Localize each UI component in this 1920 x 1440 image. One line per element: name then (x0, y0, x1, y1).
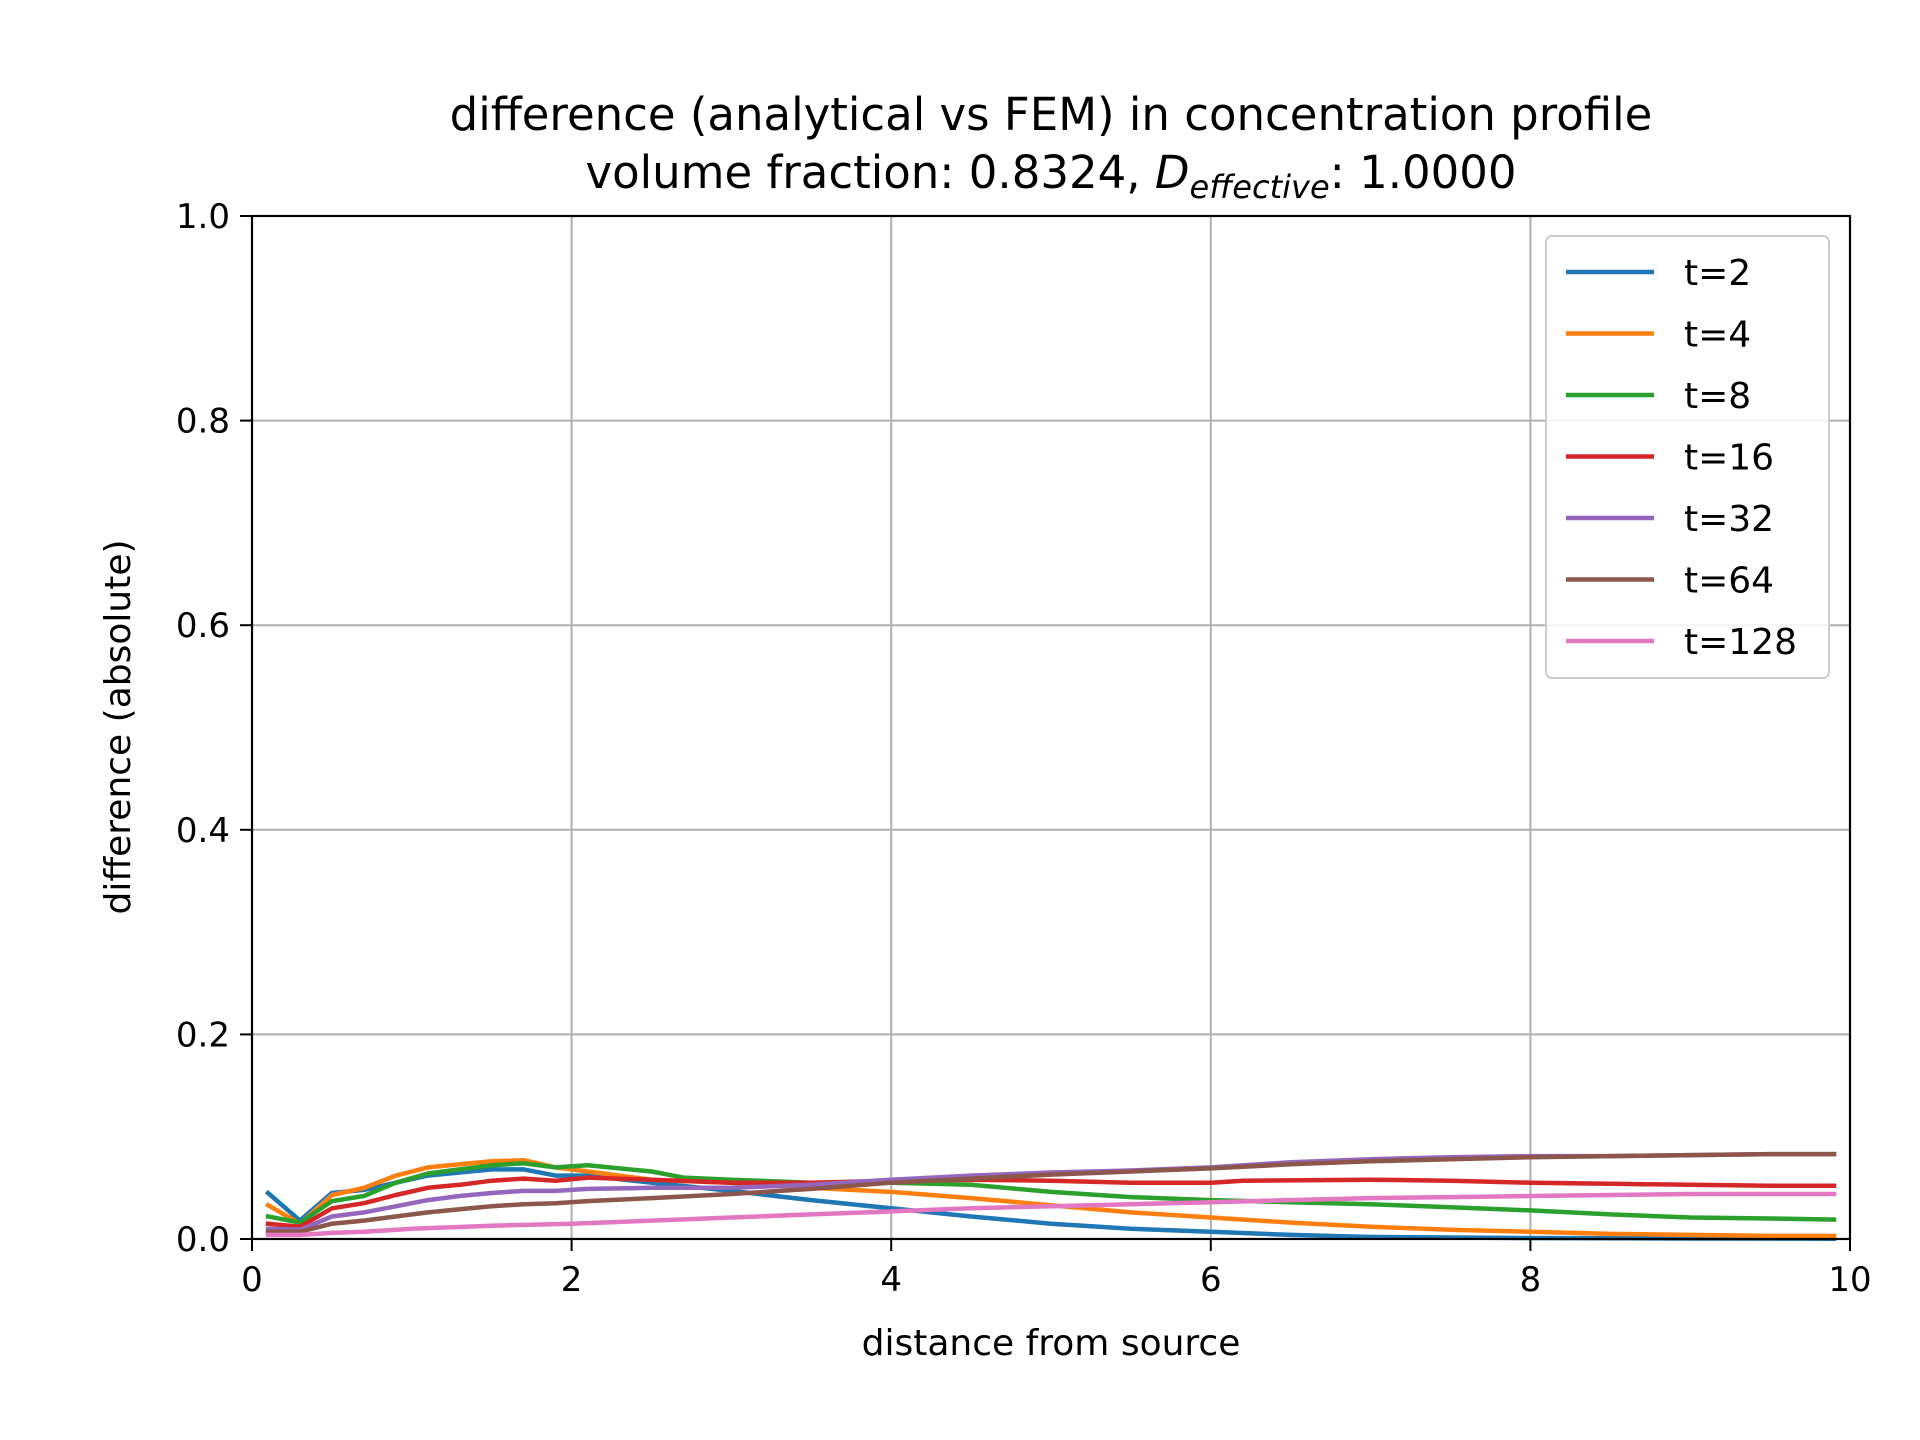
y-tick-label: 0.6 (176, 606, 230, 646)
title-prefix: volume fraction: 0.8324, (585, 146, 1154, 199)
x-tick-label: 6 (1200, 1260, 1222, 1300)
y-tick-label: 0.4 (176, 811, 230, 851)
axis-ticks: 0 2 4 6 8 10 0.0 0.2 0.4 0.6 0.8 1.0 (176, 197, 1872, 1300)
title-suffix: : 1.0000 (1330, 146, 1517, 199)
legend-label: t=4 (1684, 315, 1751, 356)
x-tick-label: 0 (241, 1260, 263, 1300)
legend: t=2 t=4 t=8 t=16 t=32 t=64 t=128 (1545, 235, 1830, 679)
legend-label: t=32 (1684, 499, 1774, 540)
chart-title-line2: volume fraction: 0.8324, Deffective: 1.0… (585, 146, 1516, 206)
x-tick-label: 4 (880, 1260, 902, 1300)
series-line-t=128 (265, 1191, 1837, 1238)
legend-label: t=8 (1684, 376, 1751, 417)
y-tick-label: 0.0 (176, 1220, 230, 1260)
y-tick-label: 1.0 (176, 197, 230, 237)
legend-box (1545, 235, 1830, 679)
x-tick-label: 10 (1828, 1260, 1871, 1300)
series-line-t=64 (265, 1151, 1837, 1235)
legend-label: t=64 (1684, 561, 1774, 602)
y-tick-label: 0.8 (176, 402, 230, 442)
series-line-t=16 (265, 1175, 1837, 1229)
x-axis-label: distance from source (862, 1323, 1241, 1364)
chart-title-line1: difference (analytical vs FEM) in concen… (450, 88, 1653, 141)
title-subscript: effective (1190, 168, 1330, 206)
x-tick-label: 8 (1520, 1260, 1542, 1300)
x-tick-label: 2 (561, 1260, 583, 1300)
series-lines (264, 1151, 1837, 1241)
plot-frame (250, 214, 1852, 1241)
title-var: D (1155, 146, 1190, 199)
legend-label: t=128 (1684, 622, 1797, 663)
y-axis-label: difference (absolute) (98, 539, 139, 914)
legend-label: t=2 (1684, 253, 1751, 294)
y-tick-label: 0.2 (176, 1015, 230, 1055)
legend-label: t=16 (1684, 438, 1774, 479)
